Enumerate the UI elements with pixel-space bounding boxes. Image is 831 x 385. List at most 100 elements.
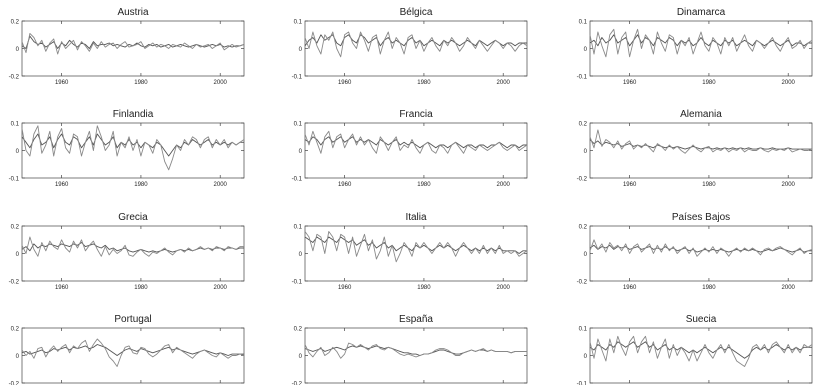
y-tick-label: 0.1 — [11, 122, 20, 128]
y-tick-label: 0 — [584, 149, 588, 155]
x-tick-label: 2000 — [214, 285, 228, 291]
series-line-2 — [304, 130, 528, 154]
subplot-italia: Italia 0.1 0 -0.1 1960 1980 2000 — [292, 212, 528, 291]
plot-frame — [304, 122, 528, 179]
x-tick-label: 2000 — [782, 182, 796, 188]
series-line-2 — [589, 239, 813, 257]
x-tick-label: 1980 — [702, 285, 716, 291]
x-tick-label: 1980 — [134, 80, 148, 86]
y-tick-label: -0.2 — [577, 280, 588, 286]
subplot-title: España — [399, 314, 433, 325]
y-tick-label: 0.1 — [579, 20, 588, 26]
series-line-2 — [589, 129, 813, 154]
x-tick-label: 1960 — [623, 80, 637, 86]
x-tick-label: 2000 — [214, 182, 228, 188]
y-tick-label: 0.1 — [579, 327, 588, 333]
series-line-1 — [589, 341, 812, 359]
plot-frame — [304, 225, 528, 282]
y-tick-label: -0.1 — [577, 75, 588, 81]
series-line-2 — [304, 342, 527, 359]
x-tick-label: 1980 — [417, 80, 431, 86]
subplot-title: Bélgica — [400, 7, 433, 18]
y-tick-label: 0 — [584, 47, 588, 53]
subplot-title: Francia — [399, 109, 433, 120]
series-line-2 — [304, 231, 528, 263]
subplot-grecia: Grecia 0.2 0 -0.2 1960 1980 2000 — [9, 212, 245, 291]
x-tick-label: 1960 — [338, 182, 352, 188]
subplot-title: Alemania — [680, 109, 722, 120]
y-tick-label: 0.1 — [294, 20, 303, 26]
y-tick-label: 0.2 — [11, 327, 20, 333]
y-tick-label: 0.2 — [294, 327, 303, 333]
subplot-title: Austria — [117, 7, 149, 18]
subplot-title: Suecia — [686, 314, 717, 325]
x-tick-label: 2000 — [214, 80, 228, 86]
y-tick-label: 0 — [16, 252, 20, 258]
x-tick-label: 1980 — [702, 80, 716, 86]
series-line-2 — [304, 31, 528, 58]
subplot-title: Portugal — [114, 314, 151, 325]
y-tick-label: -0.2 — [577, 177, 588, 183]
x-tick-label: 1960 — [623, 182, 637, 188]
y-tick-label: 0.2 — [579, 122, 588, 128]
subplot-title: Países Bajos — [672, 212, 730, 223]
x-tick-label: 1960 — [338, 80, 352, 86]
y-tick-label: 0.1 — [294, 225, 303, 231]
subplot-belgica: Bélgica 0.1 0 -0.1 1960 1980 2000 — [292, 7, 528, 86]
plot-frame — [21, 225, 245, 282]
x-tick-label: 1960 — [55, 182, 69, 188]
y-tick-label: 0.2 — [11, 225, 20, 231]
x-tick-label: 1960 — [623, 285, 637, 291]
x-tick-label: 2000 — [782, 285, 796, 291]
series-line-2 — [21, 125, 245, 171]
plot-frame — [21, 20, 245, 77]
series-line-1 — [21, 133, 244, 157]
series-line-1 — [21, 344, 244, 356]
y-tick-label: -0.1 — [292, 75, 303, 81]
subplot-title: Dinamarca — [677, 7, 726, 18]
series-line-1 — [304, 236, 527, 254]
x-tick-label: 2000 — [497, 182, 511, 188]
y-tick-label: 0.1 — [294, 122, 303, 128]
y-tick-label: 0.2 — [579, 225, 588, 231]
y-tick-label: -0.1 — [292, 280, 303, 286]
plot-frame — [589, 122, 813, 179]
plot-frame — [21, 327, 245, 384]
subplot-finlandia: Finlandia 0.1 0 -0.1 1960 1980 2000 — [9, 109, 245, 188]
y-tick-label: -0.2 — [9, 382, 20, 385]
y-tick-label: 0 — [299, 149, 303, 155]
y-tick-label: -0.1 — [292, 177, 303, 183]
x-tick-label: 1980 — [417, 285, 431, 291]
series-line-1 — [304, 34, 527, 47]
x-tick-label: 1980 — [417, 182, 431, 188]
series-line-2 — [589, 28, 813, 58]
subplot-paises-bajos: Países Bajos 0.2 0 -0.2 1960 1980 2000 — [577, 212, 813, 291]
y-tick-label: 0 — [16, 354, 20, 360]
x-tick-label: 1980 — [134, 182, 148, 188]
y-tick-label: -0.1 — [577, 382, 588, 385]
y-tick-label: 0 — [584, 252, 588, 258]
x-tick-label: 1960 — [338, 285, 352, 291]
subplot-austria: Austria 0.2 0 -0.2 1960 1980 2000 — [9, 7, 245, 86]
series-line-1 — [589, 139, 812, 150]
plot-frame — [589, 327, 813, 384]
y-tick-label: 0 — [584, 354, 588, 360]
y-tick-label: -0.2 — [9, 75, 20, 81]
x-tick-label: 2000 — [497, 80, 511, 86]
y-tick-label: 0 — [16, 47, 20, 53]
y-tick-label: 0 — [16, 149, 20, 155]
subplot-title: Finlandia — [113, 109, 154, 120]
plot-frame — [589, 225, 813, 282]
series-line-1 — [589, 34, 812, 47]
subplot-francia: Francia 0.1 0 -0.1 1960 1980 2000 — [292, 109, 528, 188]
series-line-2 — [21, 338, 245, 367]
series-line-2 — [589, 335, 813, 367]
y-tick-label: 0.2 — [11, 20, 20, 26]
plot-frame — [304, 327, 528, 384]
subplot-title: Italia — [405, 212, 427, 223]
x-tick-label: 1960 — [55, 285, 69, 291]
y-tick-label: 0 — [299, 47, 303, 53]
